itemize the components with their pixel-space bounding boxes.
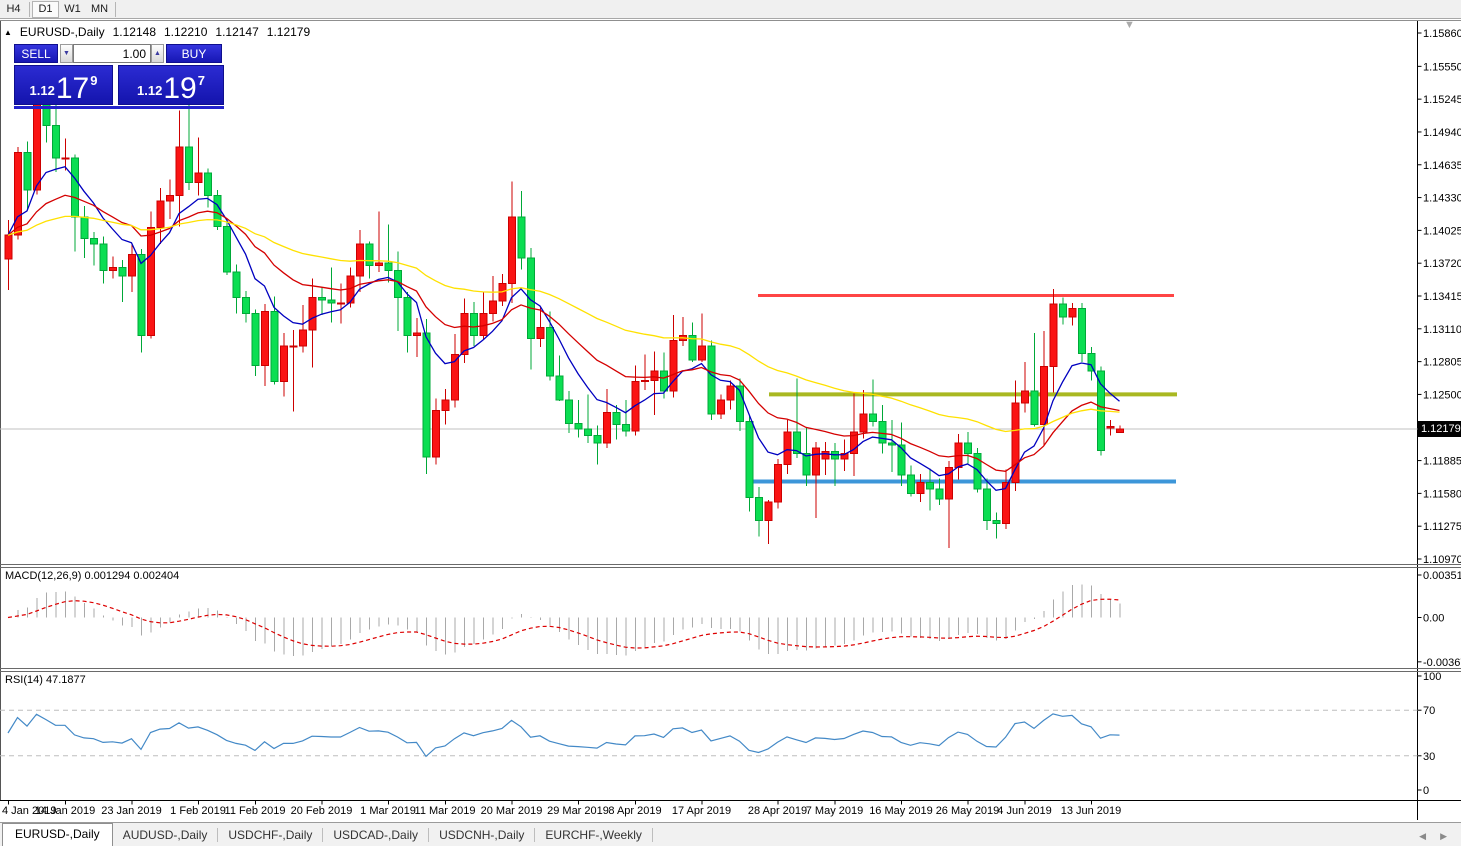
macd-label: MACD(12,26,9) 0.001294 0.002404 — [5, 570, 180, 582]
svg-text:28 Apr 2019: 28 Apr 2019 — [748, 805, 807, 817]
svg-text:1.11885: 1.11885 — [1423, 456, 1461, 468]
scroll-to-end-marker[interactable]: ▼ — [1124, 19, 1135, 31]
svg-text:8 Apr 2019: 8 Apr 2019 — [608, 805, 661, 817]
svg-text:1.13720: 1.13720 — [1423, 258, 1461, 270]
tab-separator — [534, 828, 536, 842]
svg-text:1.14330: 1.14330 — [1423, 193, 1461, 205]
sell-price-big: 17 — [55, 71, 90, 105]
svg-text:1.11580: 1.11580 — [1423, 488, 1461, 500]
toolbar-separator — [115, 1, 116, 17]
ohlc-close: 1.12179 — [266, 25, 311, 39]
svg-text:1.15550: 1.15550 — [1423, 61, 1461, 73]
tab-audusd-daily[interactable]: AUDUSD-,Daily — [122, 828, 208, 842]
svg-text:-0.00367: -0.00367 — [1423, 657, 1461, 669]
chart-symbol-period: EURUSD-,Daily — [19, 25, 105, 39]
svg-text:16 May 2019: 16 May 2019 — [869, 805, 933, 817]
chart-tabbar: EURUSD-,Daily AUDUSD-,Daily USDCHF-,Dail… — [0, 822, 1461, 846]
tabs-scroll-left-icon[interactable]: ◀ — [1419, 831, 1427, 841]
svg-text:0.00: 0.00 — [1423, 613, 1444, 625]
tab-separator — [217, 828, 219, 842]
tab-separator — [428, 828, 430, 842]
svg-text:14 Jan 2019: 14 Jan 2019 — [35, 805, 96, 817]
svg-text:1 Mar 2019: 1 Mar 2019 — [360, 805, 416, 817]
current-price-tag: 1.12179 — [1418, 421, 1461, 437]
svg-text:1.10970: 1.10970 — [1423, 554, 1461, 566]
trade-panel-handle[interactable] — [14, 106, 224, 109]
chart-title: ▲ EURUSD-,Daily 1.12148 1.12210 1.12147 … — [4, 25, 310, 39]
timeframe-w1-button[interactable]: W1 — [64, 3, 81, 15]
timeframe-d1-button[interactable]: D1 — [32, 0, 59, 18]
buy-button[interactable]: BUY — [166, 44, 222, 63]
ohlc-high: 1.12210 — [164, 25, 208, 39]
svg-text:29 Mar 2019: 29 Mar 2019 — [547, 805, 609, 817]
tab-usdcnh-daily[interactable]: USDCNH-,Daily — [439, 828, 525, 842]
timeframe-toolbar: H4 D1 W1 MN — [0, 0, 1461, 19]
timeframe-h4-button[interactable]: H4 — [6, 3, 21, 15]
rsi-label: RSI(14) 47.1877 — [5, 674, 86, 686]
svg-text:17 Apr 2019: 17 Apr 2019 — [672, 805, 731, 817]
sell-price-sup: 9 — [90, 73, 98, 88]
tab-eurusd-daily[interactable]: EURUSD-,Daily — [2, 823, 113, 846]
svg-text:1.15860: 1.15860 — [1423, 28, 1461, 40]
sell-button[interactable]: SELL — [14, 44, 58, 63]
volume-increase-button[interactable]: ▲ — [151, 44, 164, 63]
volume-input[interactable] — [73, 44, 151, 63]
svg-text:1.11275: 1.11275 — [1423, 521, 1461, 533]
sell-price-button[interactable]: 1.12 17 9 — [14, 65, 113, 105]
svg-text:1.12500: 1.12500 — [1423, 389, 1461, 401]
tab-usdchf-daily[interactable]: USDCHF-,Daily — [228, 828, 313, 842]
buy-price-sup: 7 — [197, 73, 205, 88]
svg-text:26 May 2019: 26 May 2019 — [936, 805, 1000, 817]
svg-text:23 Jan 2019: 23 Jan 2019 — [101, 805, 162, 817]
buy-price-button[interactable]: 1.12 19 7 — [118, 65, 224, 105]
chart-expand-icon[interactable]: ▲ — [4, 27, 12, 37]
svg-text:30: 30 — [1423, 751, 1435, 763]
volume-decrease-button[interactable]: ▼ — [60, 44, 73, 63]
svg-text:1 Feb 2019: 1 Feb 2019 — [170, 805, 226, 817]
svg-text:11 Mar 2019: 11 Mar 2019 — [415, 805, 476, 817]
svg-text:1.14635: 1.14635 — [1423, 160, 1461, 172]
buy-price-big: 19 — [163, 71, 197, 105]
tabs-scroll-right-icon[interactable]: ▶ — [1440, 831, 1447, 841]
svg-text:0: 0 — [1423, 785, 1429, 797]
svg-text:4 Jan 2019: 4 Jan 2019 — [2, 805, 56, 817]
svg-text:7 May 2019: 7 May 2019 — [806, 805, 863, 817]
timeframe-mn-button[interactable]: MN — [90, 3, 109, 15]
svg-text:20 Mar 2019: 20 Mar 2019 — [481, 805, 543, 817]
svg-text:0.003518: 0.003518 — [1423, 570, 1461, 582]
tab-separator — [651, 828, 653, 842]
svg-text:1.12805: 1.12805 — [1423, 357, 1461, 369]
one-click-trading-panel: SELL ▼ ▲ BUY 1.12 17 9 1.12 19 7 — [14, 44, 224, 109]
svg-text:1.14025: 1.14025 — [1423, 225, 1461, 237]
sell-price-small: 1.12 — [29, 83, 55, 98]
svg-text:1.15245: 1.15245 — [1423, 94, 1461, 106]
svg-text:13 Jun 2019: 13 Jun 2019 — [1061, 805, 1122, 817]
svg-text:100: 100 — [1423, 671, 1441, 683]
toolbar-separator — [29, 1, 30, 17]
svg-text:4 Jun 2019: 4 Jun 2019 — [997, 805, 1051, 817]
ohlc-open: 1.12148 — [112, 25, 156, 39]
svg-text:1.14940: 1.14940 — [1423, 127, 1461, 139]
tab-usdcad-daily[interactable]: USDCAD-,Daily — [333, 828, 419, 842]
tab-separator — [322, 828, 324, 842]
svg-text:11 Feb 2019: 11 Feb 2019 — [225, 805, 286, 817]
buy-price-small: 1.12 — [137, 83, 163, 98]
tab-eurchf-weekly[interactable]: EURCHF-,Weekly — [545, 828, 642, 842]
svg-text:1.13110: 1.13110 — [1423, 324, 1461, 336]
svg-text:20 Feb 2019: 20 Feb 2019 — [291, 805, 353, 817]
svg-text:1.13415: 1.13415 — [1423, 291, 1461, 303]
ohlc-low: 1.12147 — [215, 25, 259, 39]
svg-text:70: 70 — [1423, 705, 1435, 717]
